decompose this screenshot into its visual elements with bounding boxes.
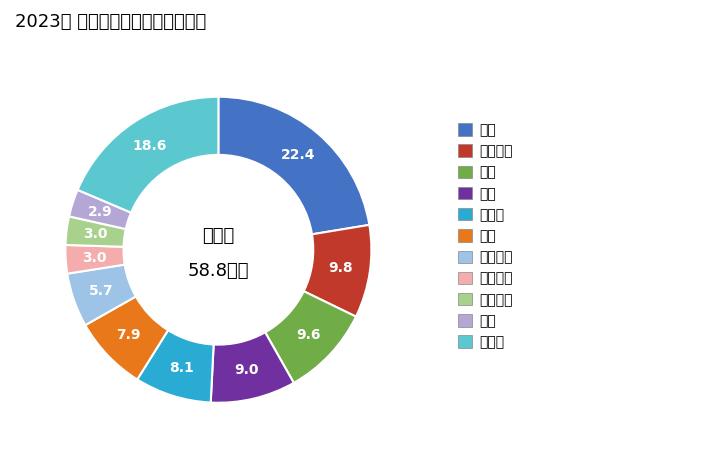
Legend: 米国, オランダ, 英国, 中国, ドイツ, 韓国, フランス, ベトナム, イタリア, 台湾, その他: 米国, オランダ, 英国, 中国, ドイツ, 韓国, フランス, ベトナム, イ… [459,123,513,349]
Text: 9.0: 9.0 [234,363,259,378]
Wedge shape [138,330,213,403]
Text: 9.6: 9.6 [296,328,321,342]
Wedge shape [78,97,218,212]
Text: 22.4: 22.4 [281,148,316,162]
Wedge shape [67,265,136,325]
Wedge shape [85,297,168,379]
Wedge shape [66,216,126,247]
Wedge shape [66,245,124,274]
Text: 2023年 輸出相手国のシェア（％）: 2023年 輸出相手国のシェア（％） [15,14,206,32]
Text: 58.8億円: 58.8億円 [188,262,249,280]
Wedge shape [304,225,371,317]
Text: 総　額: 総 額 [202,227,234,245]
Text: 8.1: 8.1 [169,361,194,375]
Wedge shape [69,190,131,229]
Wedge shape [218,97,369,234]
Text: 3.0: 3.0 [82,251,107,265]
Wedge shape [265,291,356,383]
Text: 7.9: 7.9 [116,328,141,342]
Text: 3.0: 3.0 [83,227,108,241]
Text: 2.9: 2.9 [88,205,113,219]
Text: 9.8: 9.8 [329,261,353,274]
Text: 18.6: 18.6 [132,140,167,153]
Text: 5.7: 5.7 [89,284,114,297]
Wedge shape [210,332,294,403]
